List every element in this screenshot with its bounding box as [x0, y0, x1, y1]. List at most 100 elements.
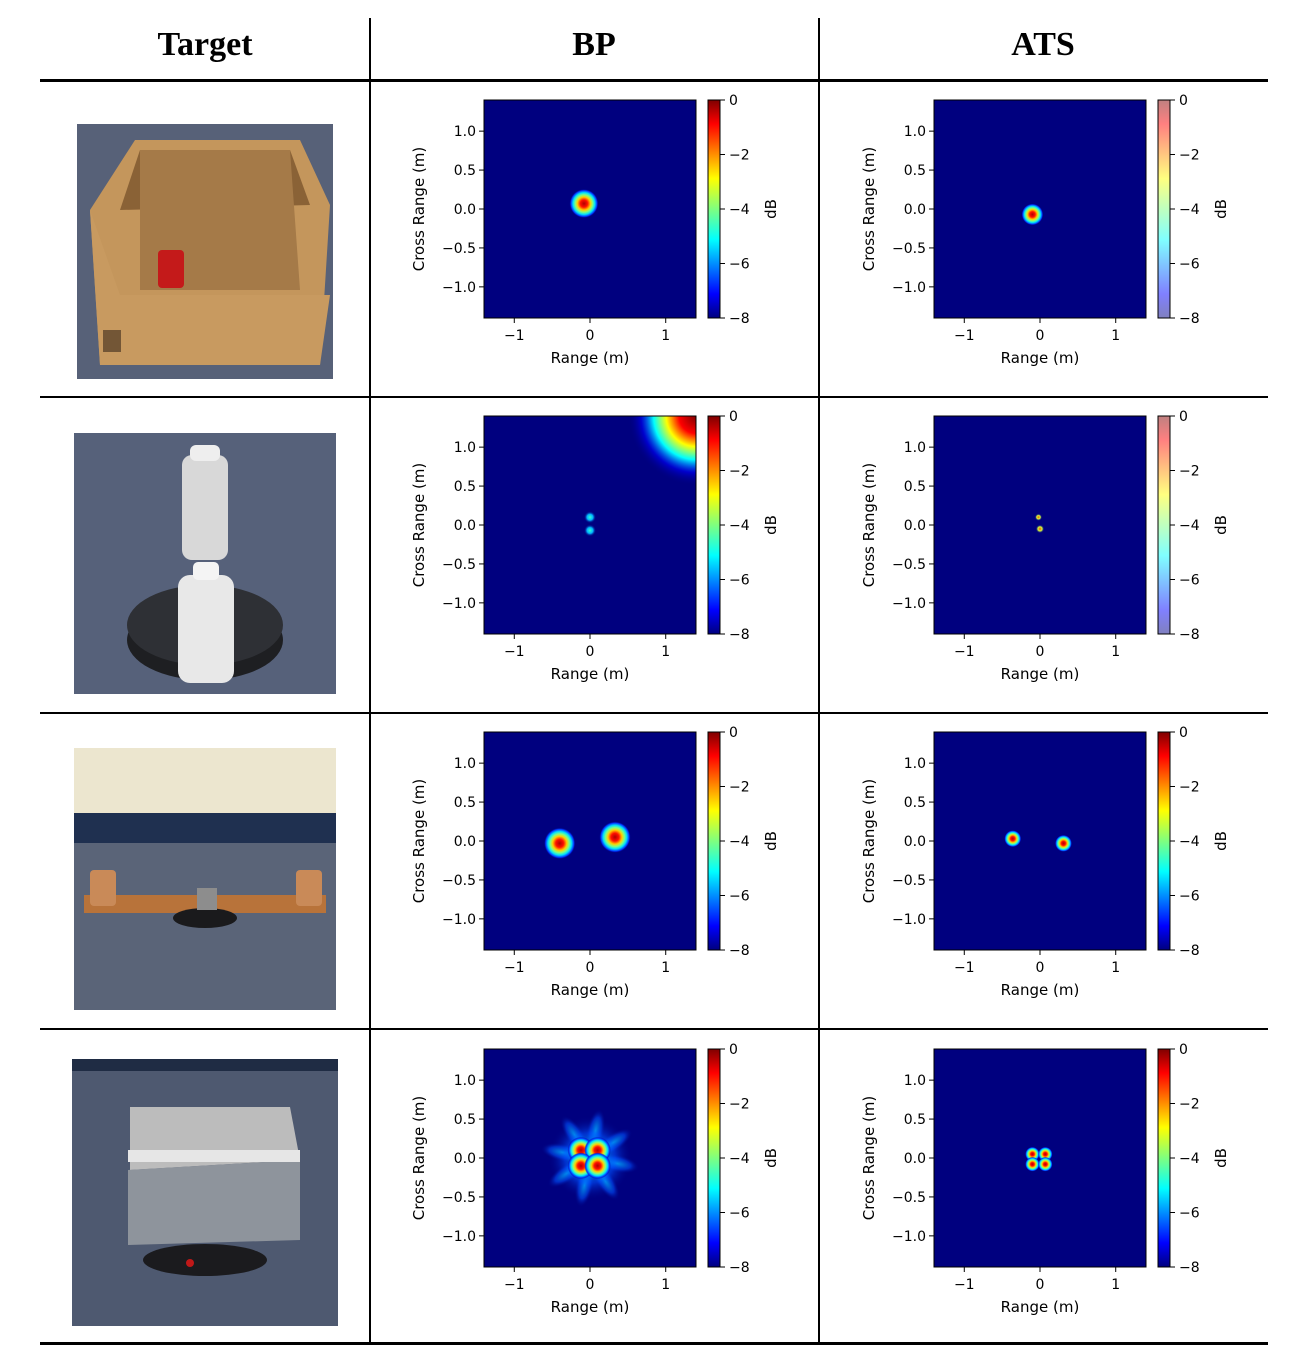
x-axis-label: Range (m) — [551, 665, 630, 683]
y-tick-label: −1.0 — [442, 912, 476, 928]
heatmap-background — [934, 732, 1146, 950]
colorbar-tick-label: −6 — [1179, 1206, 1200, 1222]
colorbar — [707, 1048, 721, 1268]
colorbar-label: dB — [762, 831, 780, 851]
x-tick-label: −1 — [954, 960, 975, 976]
y-tick-label: 1.0 — [454, 124, 476, 140]
target-blob — [1038, 1156, 1053, 1172]
colorbar — [707, 99, 721, 319]
colorbar-tick-label: 0 — [729, 409, 738, 425]
x-tick-label: 0 — [1036, 960, 1045, 976]
colorbar-tick-label: −2 — [729, 148, 750, 164]
x-tick-label: 1 — [1111, 960, 1120, 976]
y-axis-label: Cross Range (m) — [860, 1096, 878, 1221]
colorbar-tick-label: −6 — [729, 573, 750, 589]
plots-layer: −1 0 1 1.0 0.5 0.0 −0.5 −1.0 Range (m) Cross Rang… — [410, 93, 1230, 1316]
y-tick-label: 0.0 — [454, 834, 476, 850]
colorbar-tick-label: −4 — [1179, 1151, 1200, 1167]
x-tick-label: 0 — [1036, 1277, 1045, 1293]
y-tick-label: −0.5 — [442, 241, 476, 257]
heatmap-bp-1 — [479, 99, 697, 323]
y-tick-label: 0.5 — [904, 795, 926, 811]
y-tick-label: −0.5 — [892, 241, 926, 257]
colorbar-tick-label: 0 — [1179, 1042, 1188, 1058]
y-tick-label: −1.0 — [892, 280, 926, 296]
colorbar-tick-label: −2 — [1179, 1097, 1200, 1113]
colorbar-label: dB — [762, 515, 780, 535]
target-blob — [569, 189, 599, 219]
heatmap-ats-4 — [929, 1048, 1147, 1272]
y-tick-label: −1.0 — [892, 1229, 926, 1245]
colorbar-label: dB — [1212, 831, 1230, 851]
col-divider-1 — [369, 18, 371, 1344]
colorbar-tick-label: −4 — [1179, 834, 1200, 850]
y-tick-label: 1.0 — [904, 1073, 926, 1089]
colorbar-tick-label: −6 — [1179, 257, 1200, 273]
y-tick-label: 0.5 — [904, 479, 926, 495]
colorbar-tick-label: −4 — [729, 1151, 750, 1167]
x-tick-label: −1 — [504, 960, 525, 976]
y-tick-label: −1.0 — [442, 596, 476, 612]
colorbar-tick-label: −6 — [1179, 889, 1200, 905]
y-axis-label: Cross Range (m) — [860, 779, 878, 904]
x-tick-label: 0 — [586, 644, 595, 660]
colorbar-tick-label: −8 — [729, 311, 750, 327]
target-blob — [1038, 1146, 1053, 1162]
heatmap-bp-3 — [479, 731, 697, 955]
target-blob — [599, 821, 631, 853]
heatmap-ats-2 — [929, 415, 1147, 639]
y-tick-label: 1.0 — [454, 440, 476, 456]
colorbar-tick-label: −8 — [1179, 1260, 1200, 1276]
colorbar-tick-label: 0 — [1179, 409, 1188, 425]
colorbar-tick-label: −4 — [1179, 202, 1200, 218]
y-tick-label: −0.5 — [442, 557, 476, 573]
y-tick-label: 0.5 — [904, 163, 926, 179]
colorbar-label: dB — [1212, 1148, 1230, 1168]
y-tick-label: 1.0 — [904, 440, 926, 456]
colorbar — [707, 415, 721, 635]
colorbar-tick-label: 0 — [729, 93, 738, 109]
y-tick-label: −1.0 — [892, 596, 926, 612]
target-blob — [1054, 834, 1072, 852]
heatmap-ats-1 — [929, 99, 1147, 323]
colorbar-tick-label: −8 — [729, 1260, 750, 1276]
heatmap-bp-4 — [479, 1048, 697, 1272]
colorbar-tick-label: −2 — [729, 464, 750, 480]
target-photo-3 — [74, 748, 336, 1010]
x-tick-label: 0 — [586, 960, 595, 976]
colorbar — [1157, 1048, 1171, 1268]
x-tick-label: −1 — [504, 1277, 525, 1293]
x-tick-label: 0 — [586, 328, 595, 344]
colorbar-tick-label: −8 — [729, 627, 750, 643]
header-bp: BP — [572, 26, 616, 63]
header-ats: ATS — [1011, 26, 1075, 63]
x-tick-label: −1 — [954, 328, 975, 344]
colorbar-tick-label: −8 — [1179, 627, 1200, 643]
x-tick-label: −1 — [504, 644, 525, 660]
x-axis-label: Range (m) — [1001, 981, 1080, 999]
y-tick-label: 0.0 — [904, 202, 926, 218]
colorbar-label: dB — [762, 199, 780, 219]
rule-row-1 — [40, 396, 1268, 398]
colorbar-tick-label: 0 — [729, 725, 738, 741]
x-tick-label: 1 — [1111, 644, 1120, 660]
colorbar-label: dB — [1212, 199, 1230, 219]
x-tick-label: −1 — [504, 328, 525, 344]
colorbar-tick-label: −2 — [1179, 780, 1200, 796]
y-tick-label: −0.5 — [892, 873, 926, 889]
colorbar-tick-label: −6 — [729, 1206, 750, 1222]
x-axis-label: Range (m) — [551, 981, 630, 999]
colorbar-tick-label: −2 — [1179, 464, 1200, 480]
target-blob — [584, 1152, 611, 1180]
colorbar-tick-label: −2 — [729, 780, 750, 796]
rule-row-2 — [40, 712, 1268, 714]
colorbar-tick-label: −2 — [729, 1097, 750, 1113]
x-tick-label: 0 — [1036, 644, 1045, 660]
y-tick-label: −0.5 — [442, 873, 476, 889]
x-tick-label: 1 — [661, 960, 670, 976]
colorbar-tick-label: −4 — [729, 518, 750, 534]
y-tick-label: 0.0 — [904, 518, 926, 534]
y-tick-label: 0.5 — [454, 795, 476, 811]
target-blob — [1034, 513, 1043, 521]
rule-row-3 — [40, 1028, 1268, 1030]
